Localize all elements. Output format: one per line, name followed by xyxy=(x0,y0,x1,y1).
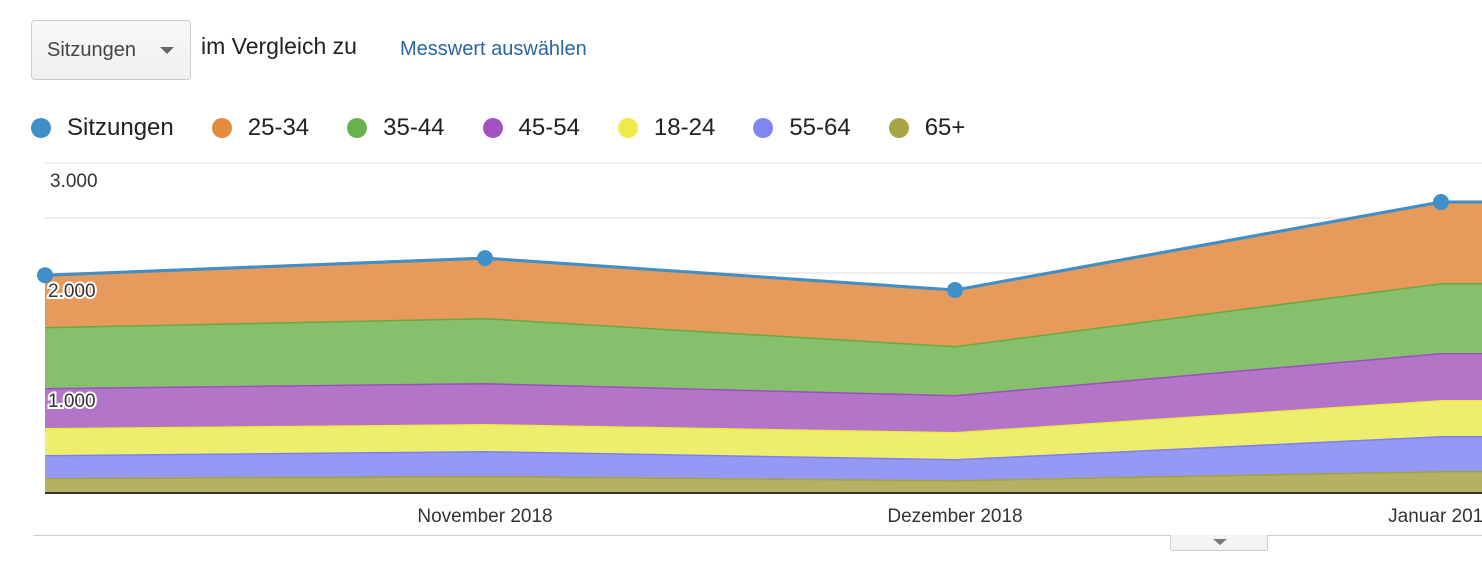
x-tick-label: November 2018 xyxy=(417,506,552,527)
select-metric-link[interactable]: Messwert auswählen xyxy=(400,38,587,60)
area-35-44 xyxy=(45,283,1482,395)
legend-label: 45-54 xyxy=(518,114,580,141)
area-55-64 xyxy=(45,436,1482,481)
legend-dot-icon xyxy=(482,118,503,138)
sessions-point xyxy=(1433,194,1449,211)
legend-dot-icon xyxy=(888,118,909,138)
metric-dropdown-label: Sitzungen xyxy=(47,38,136,61)
chart-bottom-divider xyxy=(33,535,1482,536)
legend-item-18-24[interactable]: 18-24 xyxy=(617,114,716,142)
chevron-down-icon xyxy=(1213,539,1227,545)
legend-dot-icon xyxy=(211,118,232,138)
area-25-34 xyxy=(45,202,1482,347)
legend-dot-icon xyxy=(617,118,638,138)
legend-item-45-54[interactable]: 45-54 xyxy=(482,114,580,142)
legend-item-55-64[interactable]: 55-64 xyxy=(753,114,851,142)
legend-item-65-plus[interactable]: 65+ xyxy=(888,114,966,142)
compare-label: im Vergleich zu xyxy=(201,33,357,59)
legend-label: 25-34 xyxy=(247,114,310,141)
y-tick-label: 3.000 xyxy=(50,171,98,192)
legend-label: 65+ xyxy=(924,114,966,141)
area-45-54 xyxy=(45,352,1482,432)
y-tick-label: 1.000 xyxy=(48,391,96,412)
sessions-point xyxy=(37,267,53,284)
legend-item-25-34[interactable]: 25-34 xyxy=(211,114,310,142)
legend-label: 18-24 xyxy=(653,114,716,141)
legend-label: Sitzungen xyxy=(67,114,174,141)
legend-dot-icon xyxy=(347,118,368,138)
legend-item-sessions[interactable]: Sitzungen xyxy=(31,114,174,142)
legend-item-35-44[interactable]: 35-44 xyxy=(347,114,445,142)
legend-dot-icon xyxy=(753,118,774,138)
x-tick-label: Dezember 2018 xyxy=(887,506,1022,527)
chevron-down-icon xyxy=(160,47,174,54)
legend-label: 35-44 xyxy=(383,114,445,141)
chart-legend: Sitzungen 25-34 35-44 45-54 18-24 55-64 … xyxy=(31,114,1003,142)
metric-dropdown[interactable]: Sitzungen xyxy=(31,20,191,80)
sessions-point xyxy=(947,282,963,299)
y-tick-label: 2.000 xyxy=(48,281,96,302)
legend-dot-icon xyxy=(31,118,51,138)
expand-chart-toggle[interactable] xyxy=(1170,535,1268,551)
legend-label: 55-64 xyxy=(789,114,851,141)
x-tick-label: Januar 2019 xyxy=(1388,506,1482,527)
sessions-point xyxy=(477,250,493,267)
